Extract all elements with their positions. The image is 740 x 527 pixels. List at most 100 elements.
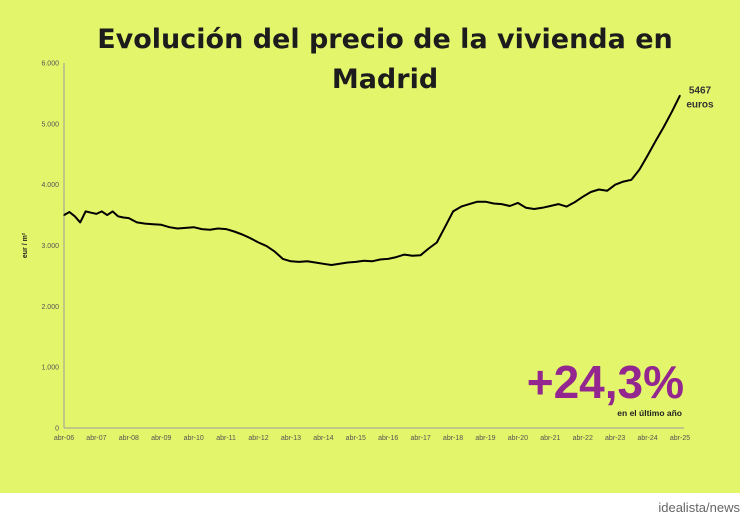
data-point [420,254,422,256]
chart-title: Evolución del precio de la vivienda en M… [97,24,673,95]
data-point [128,217,130,219]
data-point [106,214,108,216]
x-tick-label: abr-19 [475,435,495,442]
data-point [525,207,527,209]
data-point [274,251,276,253]
data-point [655,140,657,142]
end-value-label: 5467 [689,85,712,96]
annual-change-caption: en el último año [617,408,682,418]
chart-panel [0,0,740,493]
data-point [330,264,333,266]
y-tick-label: 4.000 [41,182,59,189]
data-point [387,258,389,260]
data-point [468,203,470,205]
x-axis-ticks: abr-06 abr-07 abr-08 abr-09 abr-10 abr-11 abr-… [54,435,690,442]
data-point [298,261,300,263]
data-point [647,154,649,157]
data-point [257,241,260,244]
data-point [117,215,119,217]
y-tick-label: 1.000 [41,365,59,372]
y-tick-label: 3.000 [41,243,59,250]
y-tick-label: 0 [55,426,59,433]
price-series-line [63,94,681,266]
data-point [411,255,414,257]
data-point [168,226,170,228]
data-point [68,211,70,213]
y-axis-label: eur / m² [22,232,29,258]
data-point [193,226,195,228]
footer-source: idealista/news [658,500,740,515]
data-point [144,223,146,225]
data-point [565,206,568,208]
data-point [371,260,373,262]
data-point [79,221,81,223]
x-tick-label: abr-06 [54,435,74,442]
data-point [160,224,162,226]
data-point [509,205,511,207]
data-point [152,223,154,225]
data-point [363,260,365,262]
data-point [638,168,641,171]
data-point [395,256,397,258]
data-point [185,227,187,229]
data-point [574,201,576,203]
data-point [622,181,624,183]
data-point [63,214,65,216]
data-point [136,221,138,223]
data-point [436,241,438,244]
x-tick-label: abr-10 [184,435,204,442]
x-tick-label: abr-21 [540,435,560,442]
data-point [355,261,357,263]
data-point [290,260,292,262]
data-point [582,196,584,198]
data-point [614,184,616,186]
data-point [217,227,219,230]
data-point [428,247,430,250]
x-tick-label: abr-09 [151,435,171,442]
data-point [314,261,316,264]
data-point [176,227,179,230]
x-tick-label: abr-15 [346,435,366,442]
data-point [501,203,503,205]
data-point [452,210,454,212]
x-tick-label: abr-18 [443,435,463,442]
x-tick-label: abr-25 [670,435,690,442]
y-tick-label: 5.000 [41,121,59,128]
data-point [484,201,487,203]
data-point [590,191,592,193]
data-point [266,245,268,247]
x-tick-label: abr-11 [216,435,236,442]
end-unit-label: euros [686,99,714,110]
x-tick-label: abr-17 [411,435,431,442]
data-point [476,201,478,203]
data-point [379,258,381,261]
data-point [663,126,665,128]
data-point [630,179,633,181]
x-tick-label: abr-16 [378,435,398,442]
annual-change-value: +24,3% [526,356,684,408]
data-point [306,260,308,262]
data-point [679,94,681,96]
data-point [322,263,324,265]
y-axis-ticks: 0 1.000 2.000 3.000 4.000 5.000 6.000 [41,61,59,433]
data-point [241,233,243,236]
y-tick-label: 6.000 [41,61,59,68]
data-point [403,254,405,256]
data-point [85,210,87,212]
data-point [606,190,608,192]
data-point [233,230,235,233]
data-point [444,226,446,228]
data-point [460,206,462,208]
data-point [671,111,673,113]
data-point [101,210,103,212]
data-point [90,212,92,214]
data-point [95,213,97,215]
data-point [598,188,600,191]
data-point [225,228,227,230]
data-point [209,229,211,231]
data-point [347,261,349,264]
x-tick-label: abr-14 [313,435,333,442]
x-tick-label: abr-13 [281,435,301,442]
x-tick-label: abr-12 [248,435,268,442]
